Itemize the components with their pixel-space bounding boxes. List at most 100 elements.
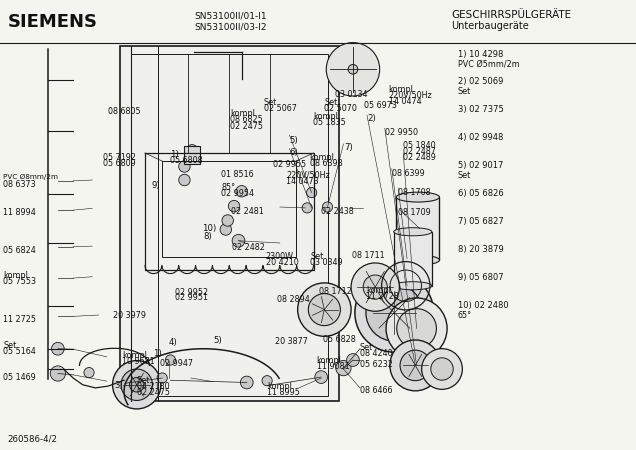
Bar — [131, 54, 328, 396]
Text: 02 2475: 02 2475 — [137, 388, 170, 397]
Text: Set: Set — [360, 343, 373, 352]
Text: 9) 05 6807: 9) 05 6807 — [458, 273, 504, 282]
Text: 11 2728: 11 2728 — [366, 292, 399, 301]
Text: kompl.: kompl. — [389, 85, 416, 94]
Text: Set: Set — [458, 171, 471, 180]
Text: 05 6828: 05 6828 — [323, 335, 356, 344]
Text: 02 9952: 02 9952 — [175, 288, 208, 297]
Circle shape — [240, 376, 253, 389]
Text: 02 2487: 02 2487 — [403, 147, 436, 156]
Text: 02 9954: 02 9954 — [221, 189, 254, 198]
Text: Set: Set — [264, 98, 277, 107]
Text: 20 3877: 20 3877 — [275, 337, 308, 346]
Text: 11 9081: 11 9081 — [317, 362, 349, 371]
Text: PVC Ø8mm/2m: PVC Ø8mm/2m — [3, 174, 58, 180]
Text: Set: Set — [458, 87, 471, 96]
Text: 04 2180: 04 2180 — [137, 382, 169, 391]
Circle shape — [52, 342, 64, 355]
Text: 9): 9) — [151, 181, 160, 190]
Text: 05 7192: 05 7192 — [103, 153, 136, 162]
Circle shape — [236, 185, 247, 197]
Text: 05 1835: 05 1835 — [313, 118, 345, 127]
Text: 20 4210: 20 4210 — [266, 258, 298, 267]
Bar — [396, 197, 439, 260]
Text: Set: Set — [310, 252, 324, 261]
Text: 10 9681: 10 9681 — [122, 357, 155, 366]
Circle shape — [228, 200, 240, 212]
Circle shape — [186, 144, 198, 156]
Text: 4): 4) — [169, 338, 177, 347]
Text: 8): 8) — [204, 232, 212, 241]
Text: 05 6808: 05 6808 — [170, 156, 203, 165]
Text: 08 4240: 08 4240 — [360, 349, 392, 358]
Text: 14 0473: 14 0473 — [286, 177, 319, 186]
Circle shape — [84, 368, 94, 378]
Text: 02 9951: 02 9951 — [175, 293, 208, 302]
Circle shape — [348, 64, 358, 74]
Text: kompl.: kompl. — [317, 356, 344, 365]
Text: 05 1469: 05 1469 — [3, 374, 36, 382]
Text: 220V/50Hz: 220V/50Hz — [286, 171, 330, 180]
Text: Unterbaugeräte: Unterbaugeräte — [452, 21, 529, 31]
Circle shape — [113, 360, 161, 409]
Text: 02 5070: 02 5070 — [324, 104, 357, 113]
Circle shape — [308, 293, 340, 326]
Text: Set: Set — [3, 341, 17, 350]
Text: kompl.: kompl. — [310, 153, 337, 162]
Text: 11 2725: 11 2725 — [3, 315, 36, 324]
Text: 05 7553: 05 7553 — [3, 277, 36, 286]
Text: kompl.: kompl. — [313, 112, 340, 121]
Text: 08 6398: 08 6398 — [310, 159, 342, 168]
Text: 08 6825: 08 6825 — [230, 115, 263, 124]
Text: 20 3979: 20 3979 — [113, 311, 146, 320]
Text: 2) 02 5069: 2) 02 5069 — [458, 77, 503, 86]
Text: kompl.: kompl. — [230, 109, 258, 118]
Text: SIEMENS: SIEMENS — [8, 13, 98, 31]
Text: 02 2475: 02 2475 — [230, 122, 263, 131]
Text: 11 8995: 11 8995 — [267, 388, 300, 397]
Circle shape — [315, 371, 328, 383]
Text: kompl.: kompl. — [122, 351, 149, 360]
Text: 10) 02 2480: 10) 02 2480 — [458, 301, 509, 310]
Text: 02 5067: 02 5067 — [264, 104, 297, 113]
Text: 03 0349: 03 0349 — [310, 258, 343, 267]
Text: 65°: 65° — [458, 310, 472, 320]
Circle shape — [298, 283, 351, 336]
Text: 5) 02 9017: 5) 02 9017 — [458, 161, 503, 170]
Ellipse shape — [394, 282, 432, 290]
Text: 3): 3) — [114, 381, 123, 390]
Text: 3) 02 7375: 3) 02 7375 — [458, 105, 504, 114]
Circle shape — [220, 224, 232, 235]
Circle shape — [366, 284, 423, 341]
Text: 8) 20 3879: 8) 20 3879 — [458, 245, 504, 254]
Circle shape — [307, 188, 317, 198]
Text: PVC Ø5mm/2m: PVC Ø5mm/2m — [458, 59, 520, 68]
Text: 14 0474: 14 0474 — [389, 97, 421, 106]
Text: Set: Set — [324, 98, 338, 107]
Text: 08 1708: 08 1708 — [398, 188, 430, 197]
Text: SN53100II/01-I1: SN53100II/01-I1 — [194, 11, 266, 20]
Circle shape — [355, 273, 434, 352]
Circle shape — [431, 358, 453, 380]
Circle shape — [397, 309, 436, 348]
Text: 260586-4/2: 260586-4/2 — [8, 434, 58, 443]
Circle shape — [390, 340, 441, 391]
Text: 02 2438: 02 2438 — [321, 207, 353, 216]
Circle shape — [186, 152, 198, 163]
Text: 2300W: 2300W — [266, 252, 294, 261]
Text: 220V/50Hz: 220V/50Hz — [389, 91, 432, 100]
Text: 05 6809: 05 6809 — [103, 159, 135, 168]
Text: 05 6232: 05 6232 — [360, 360, 393, 369]
Text: 85°: 85° — [221, 183, 235, 192]
Text: 02 9947: 02 9947 — [160, 359, 193, 368]
Text: 02 9950: 02 9950 — [385, 128, 418, 137]
Text: 05 1840: 05 1840 — [403, 141, 436, 150]
Text: kompl.: kompl. — [3, 271, 31, 280]
Text: 03 0134: 03 0134 — [335, 90, 368, 99]
Text: 08 6466: 08 6466 — [360, 386, 392, 395]
Text: 1) 10 4298: 1) 10 4298 — [458, 50, 503, 58]
Circle shape — [326, 43, 380, 96]
Text: 08 6805: 08 6805 — [108, 107, 141, 116]
Text: 08 2894: 08 2894 — [277, 295, 310, 304]
Text: 6) 05 6826: 6) 05 6826 — [458, 189, 504, 198]
